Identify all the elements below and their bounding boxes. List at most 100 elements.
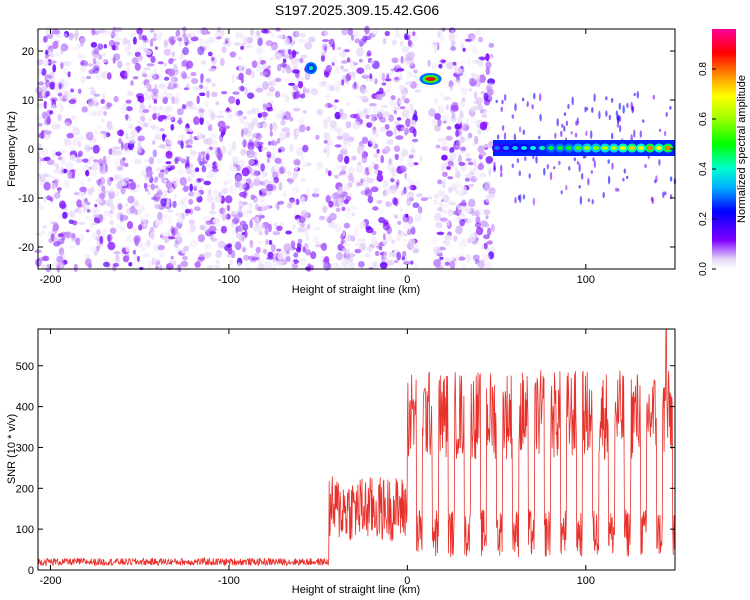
noise-blob [110,218,114,227]
noise-blob [152,140,156,145]
colorbar-tick-label: 0.6 [698,112,709,126]
noise-blob [142,35,147,41]
noise-blob [201,151,206,155]
carrier-sidelobe [518,170,521,177]
noise-blob [103,111,107,116]
carrier-sidelobe [616,122,620,128]
noise-blob [359,85,366,92]
noise-blob [113,174,120,181]
noise-blob [173,64,178,72]
carrier-core [575,146,581,151]
noise-blob [372,240,379,247]
noise-blob [306,126,311,132]
noise-blob [408,238,416,246]
noise-blob [173,240,179,248]
noise-blob [406,179,414,182]
noise-blob [460,42,465,50]
noise-blob [346,57,351,63]
noise-blob [271,263,277,272]
noise-blob [482,116,489,120]
noise-blob [274,90,281,98]
noise-blob [59,96,64,101]
carrier-sidelobe [616,188,620,192]
noise-blob [225,171,232,177]
noise-blob [87,63,94,67]
noise-blob [151,74,160,80]
noise-blob [68,146,77,152]
noise-blob [37,72,42,80]
noise-blob [467,33,476,40]
carrier-sidelobe [607,159,610,164]
noise-blob [475,58,482,64]
noise-blob [249,182,254,189]
noise-blob [50,182,56,191]
noise-blob [370,186,379,193]
noise-blob [483,209,491,216]
carrier-sidelobe [576,117,579,125]
noise-blob [138,224,143,231]
noise-blob [399,213,404,221]
noise-blob [168,114,175,122]
noise-blob [168,214,172,224]
carrier-sidelobe [658,159,661,166]
noise-blob [450,46,457,51]
noise-blob [459,218,466,227]
noise-blob [149,226,155,233]
noise-blob [452,210,460,215]
noise-blob [431,237,438,245]
noise-blob [264,261,272,269]
noise-blob [353,62,358,66]
carrier-sidelobe [605,110,608,117]
noise-blob [396,251,402,261]
noise-blob [276,250,280,260]
noise-blob [399,84,405,92]
noise-blob [299,57,304,64]
noise-blob [485,260,493,270]
carrier-sidelobe [573,157,577,162]
noise-blob [440,262,445,269]
noise-blob [237,232,242,239]
noise-blob [265,40,274,47]
noise-blob [120,104,128,114]
noise-blob [346,234,352,242]
noise-blob [48,175,56,179]
noise-blob [431,41,438,50]
noise-blob [262,248,267,254]
noise-blob [361,182,370,187]
noise-blob [445,235,453,241]
noise-blob [61,235,66,241]
noise-blob [239,233,243,243]
carrier-sidelobe [593,160,596,168]
noise-blob [241,209,250,218]
noise-blob [81,101,86,106]
noise-blob [154,176,159,181]
noise-blob [38,156,42,163]
noise-blob [132,76,139,80]
carrier-sidelobe [503,132,507,141]
noise-blob [233,214,238,221]
noise-blob [408,181,415,186]
noise-blob [57,92,63,97]
carrier-sidelobe [622,105,625,114]
noise-blob [206,90,210,99]
noise-blob [133,226,137,235]
noise-blob [274,157,282,164]
noise-blob [249,173,254,179]
noise-blob [251,118,259,126]
noise-blob [394,214,399,219]
noise-blob [450,254,455,263]
noise-blob [393,127,398,136]
noise-blob [243,36,248,45]
noise-blob [114,150,123,156]
noise-blob [231,146,237,152]
noise-blob [284,77,291,84]
noise-blob [302,162,311,168]
noise-blob [53,169,61,174]
noise-blob [488,251,495,260]
noise-blob [473,91,478,100]
noise-blob [92,144,100,154]
noise-blob [459,110,464,120]
noise-blob [266,106,274,112]
x-tick-label: 100 [577,575,595,587]
noise-blob [232,91,240,95]
